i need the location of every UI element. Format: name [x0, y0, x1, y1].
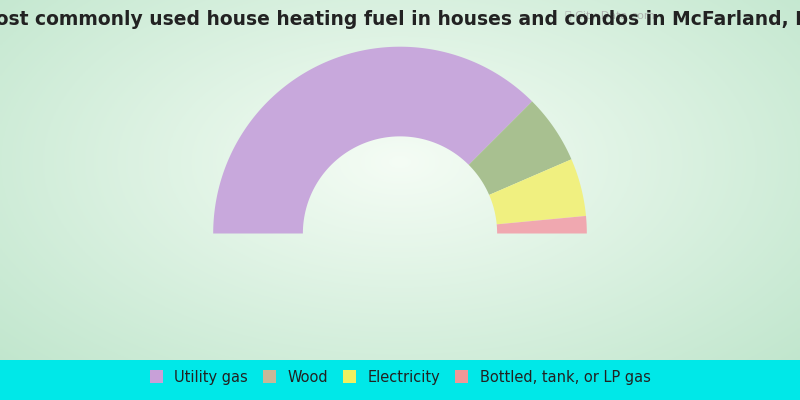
Text: Most commonly used house heating fuel in houses and condos in McFarland, KS: Most commonly used house heating fuel in… [0, 10, 800, 29]
Polygon shape [497, 216, 587, 234]
Text: ⓘ City-Data.com: ⓘ City-Data.com [565, 11, 654, 21]
Polygon shape [489, 159, 586, 224]
Legend: Utility gas, Wood, Electricity, Bottled, tank, or LP gas: Utility gas, Wood, Electricity, Bottled,… [144, 364, 656, 391]
Polygon shape [213, 47, 532, 234]
Polygon shape [469, 102, 571, 195]
